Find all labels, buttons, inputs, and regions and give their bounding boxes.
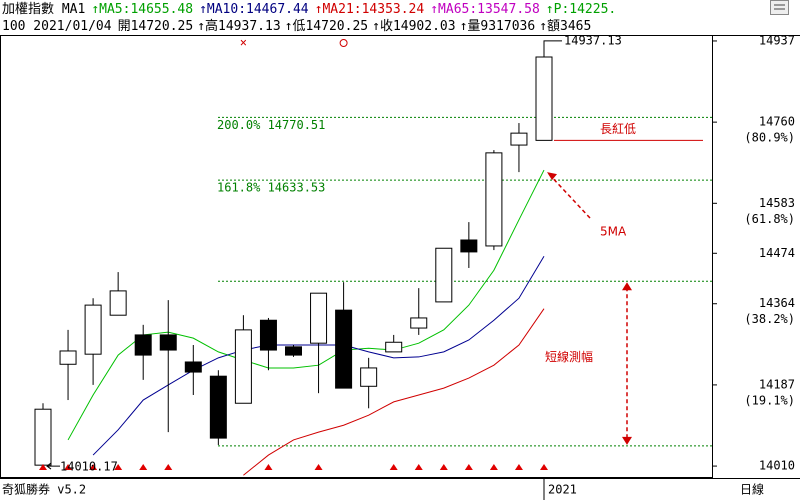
quote-item: 開14720.25 <box>118 19 194 34</box>
long-red-low: 長紅低 <box>600 122 636 136</box>
range-label: 短線測幅 <box>545 349 593 364</box>
ma-item: MA5:14655.48 <box>99 2 193 17</box>
menu-icon[interactable] <box>770 0 789 15</box>
y-tick-label: 14760 <box>759 115 795 129</box>
high-bracket <box>543 40 562 55</box>
signal-triangle <box>314 464 323 470</box>
candle-body <box>209 375 227 439</box>
signal-triangle <box>414 464 423 470</box>
signal-triangle <box>464 464 473 470</box>
candle-body <box>335 309 353 389</box>
signal-triangle <box>164 464 173 470</box>
candle-body <box>234 329 252 404</box>
candle-body <box>510 132 528 146</box>
ma-arrow: ↑ <box>199 2 207 17</box>
signal-triangle <box>439 464 448 470</box>
candle-body <box>310 292 328 344</box>
low-note: 14010.17 <box>60 460 118 474</box>
candle-body <box>360 367 378 387</box>
y-pct-label: (61.8%) <box>744 212 795 226</box>
y-pct-label: (38.2%) <box>744 312 795 326</box>
signal-triangle <box>264 464 273 470</box>
ma-arrow: ↑ <box>430 2 438 17</box>
candle-body <box>184 361 202 373</box>
ma-item: MA65:13547.58 <box>438 2 540 17</box>
quote-arrow: ↑ <box>372 19 380 34</box>
quote-item: 高14937.13 <box>205 18 281 34</box>
candle-body <box>159 334 177 351</box>
candle-body <box>34 408 52 466</box>
signal-triangle <box>514 464 523 470</box>
level-label: 200.0% 14770.51 <box>217 118 325 132</box>
y-pct-label: (19.1%) <box>744 393 795 407</box>
signal-triangle <box>489 464 498 470</box>
signal-triangle <box>540 464 548 470</box>
candle-body <box>259 319 277 351</box>
footer-left: 奇狐勝券 v5.2 <box>2 482 86 497</box>
ma5-arrowhead <box>547 172 557 181</box>
ma-arrow: ↑ <box>546 2 554 17</box>
ma5-arrow <box>547 172 591 219</box>
signal-triangle <box>139 464 148 470</box>
ma5-label: 5MA <box>600 225 627 239</box>
candle-body <box>485 152 503 247</box>
signal-triangle <box>89 464 98 470</box>
y-tick-label: 14010 <box>759 459 795 473</box>
header-name: 加權指數 MA1 <box>2 2 85 17</box>
candle-body <box>460 239 478 253</box>
footer-right: 日線 <box>740 482 764 497</box>
y-tick-label: 14187 <box>759 377 795 391</box>
circle-marker <box>339 39 348 47</box>
ma-line <box>243 308 545 476</box>
quote-item: 量9317036 <box>467 19 535 34</box>
level-label: 161.8% 14633.53 <box>217 181 325 195</box>
y-tick-label: 14583 <box>759 196 795 210</box>
y-tick-label: 14364 <box>759 296 795 310</box>
low-arrow <box>46 462 60 470</box>
y-pct-label: (80.9%) <box>744 131 795 145</box>
signal-triangle <box>39 464 47 470</box>
quote-arrow: ↑ <box>197 19 205 34</box>
ma-arrow: ↑ <box>91 2 99 17</box>
quote-arrow: ↑ <box>460 19 468 34</box>
candle-body <box>385 341 403 353</box>
x-tick-label: 2021 <box>548 483 577 497</box>
high-note: 14937.13 <box>564 33 622 47</box>
ma-item: MA10:14467.44 <box>207 2 309 17</box>
quote-item: 低14720.25 <box>292 19 368 34</box>
quote-item: 100 2021/01/04 <box>2 19 112 34</box>
cross-marker: × <box>240 36 247 50</box>
signal-triangle <box>389 464 398 470</box>
ma-item: MA21:14353.24 <box>322 2 424 17</box>
candle-body <box>285 346 302 356</box>
quote-item: 額3465 <box>547 19 591 34</box>
signal-triangle <box>64 464 73 470</box>
ma-item: P:14225. <box>554 2 617 17</box>
candle-body <box>535 56 553 141</box>
quote-arrow: ↑ <box>539 19 547 34</box>
quote-arrow: ↑ <box>285 19 293 34</box>
ma-arrow: ↑ <box>315 2 323 17</box>
candle-body <box>109 290 127 316</box>
y-tick-label: 14937 <box>759 33 795 47</box>
header-line1: 加權指數 MA1 ↑MA5:14655.48 ↑MA10:14467.44 ↑MA21… <box>2 2 616 17</box>
signal-triangle <box>114 464 123 470</box>
candle-body <box>84 304 102 355</box>
candle-body <box>410 317 428 329</box>
y-tick-label: 14474 <box>759 246 795 260</box>
candle-body <box>59 350 77 365</box>
quote-item: 收14902.03 <box>380 19 456 34</box>
quote-line: 100 2021/01/04 開14720.25 ↑高14937.13 ↑低14720… <box>2 18 591 34</box>
candle-body <box>134 334 152 356</box>
candle-body <box>435 247 453 303</box>
